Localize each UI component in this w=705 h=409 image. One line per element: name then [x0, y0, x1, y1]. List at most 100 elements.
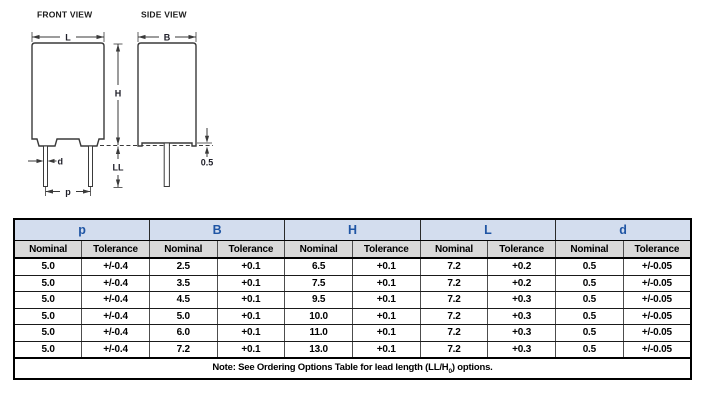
dimension-diagram: FRONT VIEW SIDE VIEW L B	[28, 10, 213, 197]
table-cell: +/-0.05	[622, 307, 692, 325]
table-cell: 5.0	[13, 257, 83, 276]
subheader-tolerance: Tolerance	[351, 240, 421, 259]
table-cell: 13.0	[284, 340, 353, 359]
dimension-label-standoff: 0.5	[201, 158, 214, 168]
table-cell: +/-0.4	[81, 307, 150, 325]
dimension-d: d	[28, 157, 63, 167]
dimension-LL: LL	[113, 146, 124, 188]
table-cell: 9.5	[284, 291, 353, 309]
table-body: 5.0 +/-0.4 2.5 +0.1 6.5 +0.1 7.2 +0.2 0.5 +/-0.05…	[13, 257, 692, 359]
dimension-standoff: 0.5	[197, 128, 213, 168]
note-text-after: ) options.	[451, 362, 493, 374]
table-cell: +/-0.05	[622, 291, 692, 309]
table-cell: 6.5	[284, 257, 353, 276]
table-cell: 7.2	[419, 340, 489, 359]
table-cell: 5.0	[13, 274, 83, 292]
dimension-H: H	[113, 43, 123, 145]
table-cell: 7.2	[419, 257, 489, 276]
dimension-label-LL: LL	[113, 163, 124, 173]
table-row: 5.0 +/-0.4 2.5 +0.1 6.5 +0.1 7.2 +0.2 0.5 +/-0.05	[13, 257, 692, 276]
table-cell: +/-0.05	[622, 274, 692, 292]
note-row: Note: See Ordering Options Table for lea…	[14, 357, 691, 379]
front-view-body-outline	[31, 42, 105, 147]
table-cell: +0.1	[216, 274, 286, 292]
table-cell: +0.1	[351, 257, 421, 276]
table-cell: 11.0	[284, 324, 353, 342]
table-cell: 7.2	[419, 274, 489, 292]
dimension-p: p	[45, 187, 91, 197]
table-cell: 0.5	[555, 291, 624, 309]
subheader-nominal: Nominal	[13, 240, 83, 259]
group-header-L: L	[419, 218, 557, 241]
table-cell: 0.5	[555, 324, 624, 342]
table-cell: 5.0	[148, 307, 218, 325]
table-cell: +0.1	[351, 324, 421, 342]
table-cell: +0.2	[487, 257, 556, 276]
table-cell: 0.5	[555, 340, 624, 359]
table-row: 5.0 +/-0.4 5.0 +0.1 10.0 +0.1 7.2 +0.3 0.5 +/-0.0…	[13, 307, 692, 325]
group-header-H: H	[284, 218, 421, 241]
table-cell: 0.5	[555, 307, 624, 325]
table-cell: +/-0.4	[81, 257, 150, 276]
table-cell: +/-0.4	[81, 324, 150, 342]
table-cell: +0.3	[487, 324, 556, 342]
table-cell: +0.3	[487, 340, 556, 359]
table-row: 5.0 +/-0.4 6.0 +0.1 11.0 +0.1 7.2 +0.3 0.5 +/-0.0…	[13, 324, 692, 342]
table-cell: +0.1	[216, 307, 286, 325]
dimension-B: B	[137, 32, 197, 43]
table-cell: 2.5	[148, 257, 218, 276]
table-row: 5.0 +/-0.4 4.5 +0.1 9.5 +0.1 7.2 +0.3 0.5 +/-0.05	[13, 291, 692, 309]
subheader-tolerance: Tolerance	[81, 240, 150, 259]
dimension-label-d: d	[58, 157, 64, 167]
table-cell: 7.2	[419, 307, 489, 325]
table-cell: +0.1	[216, 324, 286, 342]
table-cell: +/-0.4	[81, 274, 150, 292]
table-cell: 3.5	[148, 274, 218, 292]
front-left-lead	[43, 145, 48, 187]
table-cell: +0.1	[351, 307, 421, 325]
table-cell: 0.5	[555, 257, 624, 276]
subheader-nominal: Nominal	[419, 240, 489, 259]
note-text-before: Note: See Ordering Options Table for lea…	[212, 362, 449, 374]
table-cell: +/-0.05	[622, 340, 692, 359]
dimension-label-H: H	[115, 89, 122, 99]
table-row: 5.0 +/-0.4 7.2 +0.1 13.0 +0.1 7.2 +0.3 0.5 +/-0.0…	[13, 340, 692, 359]
table-cell: 5.0	[13, 307, 83, 325]
table-row: 5.0 +/-0.4 3.5 +0.1 7.5 +0.1 7.2 +0.2 0.5 +/-0.05	[13, 274, 692, 292]
table-cell: +/-0.4	[81, 291, 150, 309]
table-cell: +0.1	[216, 291, 286, 309]
side-lead	[163, 142, 170, 187]
table-cell: 5.0	[13, 291, 83, 309]
table-cell: 4.5	[148, 291, 218, 309]
front-view-title: FRONT VIEW	[37, 10, 93, 20]
group-header-d: d	[555, 218, 692, 241]
dimension-L: L	[31, 32, 105, 43]
table-cell: +/-0.05	[622, 257, 692, 276]
table-cell: 6.0	[148, 324, 218, 342]
table-cell: +0.3	[487, 291, 556, 309]
table-cell: 7.2	[419, 291, 489, 309]
subheader-nominal: Nominal	[148, 240, 218, 259]
subheader-row: Nominal Tolerance Nominal Tolerance Nominal T…	[13, 240, 692, 259]
table-cell: 7.2	[148, 340, 218, 359]
dimension-label-p: p	[65, 187, 71, 197]
subheader-tolerance: Tolerance	[487, 240, 556, 259]
side-view-title: SIDE VIEW	[141, 10, 188, 20]
group-header-p: p	[13, 218, 150, 241]
table-cell: +0.1	[216, 257, 286, 276]
table-cell: +/-0.05	[622, 324, 692, 342]
table-cell: 10.0	[284, 307, 353, 325]
group-header-B: B	[148, 218, 286, 241]
table-cell: 5.0	[13, 324, 83, 342]
table-cell: +0.1	[351, 340, 421, 359]
table-cell: +0.1	[216, 340, 286, 359]
table-cell: +/-0.4	[81, 340, 150, 359]
table-cell: 7.2	[419, 324, 489, 342]
subheader-tolerance: Tolerance	[216, 240, 286, 259]
side-view-body-outline	[137, 42, 197, 147]
table-cell: +0.1	[351, 274, 421, 292]
subheader-tolerance: Tolerance	[622, 240, 692, 259]
